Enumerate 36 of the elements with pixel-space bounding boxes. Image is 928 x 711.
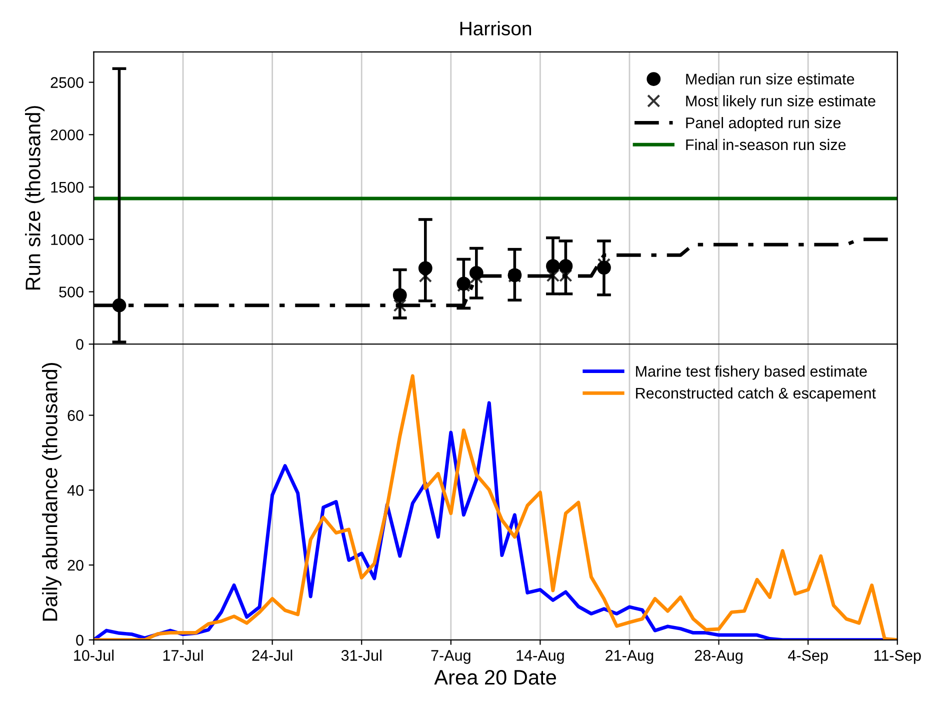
y-tick-label: 40 — [67, 485, 84, 496]
y-tick-label: 2000 — [50, 130, 84, 140]
y-tick-label: 20 — [68, 560, 84, 571]
y-tick-label: 60 — [68, 410, 84, 421]
point — [546, 259, 560, 274]
legend-label: Marine test fishery based estimate — [636, 366, 867, 380]
y-tick-label: 1000 — [51, 234, 84, 246]
y-axis-title: Run size (thousand) — [25, 106, 44, 290]
x-tick-label: 7-Aug — [431, 650, 470, 664]
point — [112, 298, 126, 312]
legend-label: Median run size estimate — [686, 73, 854, 85]
x-tick-label: 11-Sep — [874, 650, 921, 664]
y-tick-label: 0 — [76, 338, 84, 350]
point — [392, 288, 407, 302]
x-tick-label: 21-Aug — [606, 650, 654, 664]
y-tick-label: 1500 — [51, 182, 84, 193]
x-tick-label: 4-Sep — [788, 650, 828, 664]
x-tick-label: 24-Jul — [252, 650, 292, 661]
chart-title: Harrison — [460, 21, 532, 36]
legend-label: Reconstructed catch & escapement — [636, 387, 876, 402]
point — [558, 259, 573, 274]
x-axis-title: Area 20 Date — [434, 670, 556, 685]
y-tick-label: 2500 — [50, 77, 84, 88]
x-tick-label: 31-Jul — [341, 650, 382, 661]
y-tick-label: 500 — [59, 286, 84, 298]
point — [393, 298, 406, 312]
y-axis-title: Daily abundance (thousand) — [42, 363, 62, 621]
legend-label: Most likely run size estimate — [686, 95, 876, 110]
x-tick-label: 17-Jul — [163, 650, 203, 661]
point — [418, 269, 432, 283]
x-tick-label: 14-Aug — [516, 650, 564, 664]
legend-label: Final in-season run size — [686, 138, 846, 150]
x-tick-label: 28-Aug — [694, 650, 742, 664]
legend-label: Panel adopted run size — [686, 117, 841, 132]
y-tick-label: 0 — [76, 634, 84, 646]
x-tick-label: 10-Jul — [74, 650, 114, 661]
